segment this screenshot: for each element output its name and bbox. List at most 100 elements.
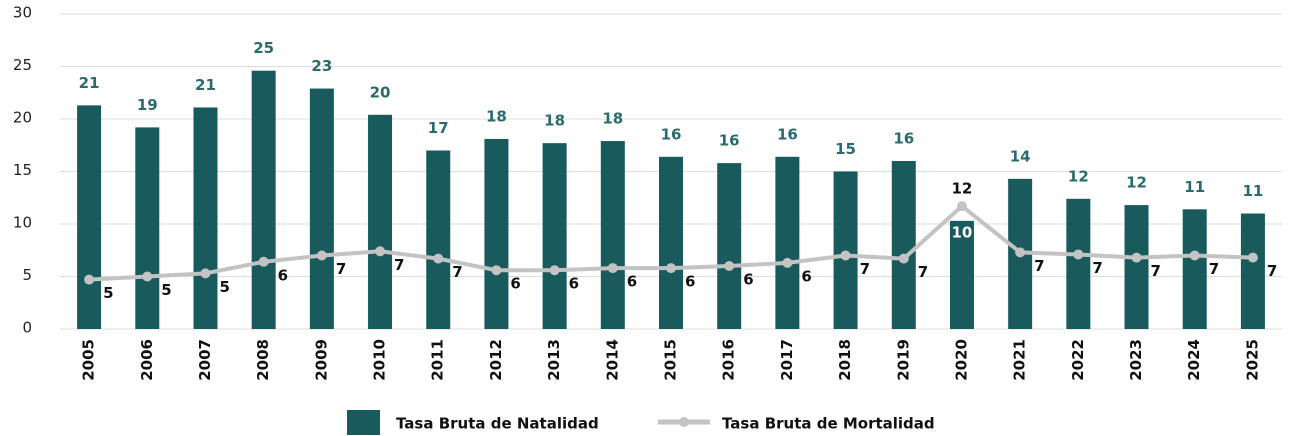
line-value-label: 6 — [801, 267, 811, 285]
line-value-label: 7 — [1267, 262, 1277, 280]
legend-label: Tasa Bruta de Mortalidad — [722, 415, 935, 433]
x-tick-label: 2014 — [603, 339, 621, 381]
bar — [891, 161, 916, 329]
bar — [1124, 205, 1149, 329]
line-value-label: 7 — [452, 263, 462, 281]
line-value-label: 6 — [743, 271, 753, 289]
bar — [600, 141, 625, 329]
bar — [542, 143, 567, 329]
bar-value-label: 12 — [1068, 167, 1089, 185]
bar — [1182, 209, 1207, 329]
line-value-label: 7 — [1092, 259, 1102, 277]
x-tick-label: 2006 — [138, 339, 156, 381]
bar-value-label: 16 — [893, 130, 914, 148]
line-value-label: 5 — [103, 284, 113, 302]
line-value-label: 5 — [219, 278, 229, 296]
x-tick-label: 2020 — [952, 339, 970, 381]
bar — [775, 156, 800, 329]
x-tick-label: 2007 — [196, 339, 214, 381]
bar-value-label: 16 — [719, 132, 740, 150]
legend-label: Tasa Bruta de Natalidad — [396, 415, 599, 433]
line-point — [433, 253, 444, 264]
line-value-label: 7 — [918, 263, 928, 281]
line-point — [200, 268, 211, 279]
line-value-label: 6 — [510, 275, 520, 293]
y-tick-label: 15 — [13, 161, 32, 179]
line-point — [666, 263, 676, 274]
y-tick-label: 10 — [13, 214, 32, 232]
bar-value-label: 11 — [1242, 182, 1263, 200]
line-point — [316, 250, 327, 261]
x-tick-label: 2023 — [1127, 339, 1145, 381]
x-tick-label: 2015 — [662, 339, 680, 381]
bar-value-label: 12 — [1126, 174, 1147, 192]
x-tick-label: 2016 — [720, 339, 738, 381]
bar-value-label: 20 — [370, 83, 391, 101]
bar-value-label: 14 — [1010, 147, 1031, 165]
x-tick-label: 2024 — [1185, 339, 1203, 381]
line-point — [1131, 252, 1142, 263]
x-tick-label: 2019 — [894, 339, 912, 381]
bar-value-label: 23 — [311, 57, 332, 75]
line-point — [956, 201, 967, 212]
line-point — [782, 257, 793, 268]
line-point — [142, 271, 153, 282]
line-value-label: 7 — [1034, 257, 1044, 275]
x-tick-label: 2005 — [80, 339, 98, 381]
bar — [1240, 213, 1265, 329]
line-point — [1189, 250, 1200, 261]
bar — [484, 138, 509, 329]
bar-value-label: 16 — [661, 125, 682, 143]
line-point — [898, 253, 909, 264]
line-value-label: 6 — [569, 275, 579, 293]
line-point — [491, 265, 502, 276]
y-tick-label: 20 — [13, 109, 32, 127]
line-value-label: 7 — [1209, 260, 1219, 278]
x-tick-label: 2011 — [429, 339, 447, 381]
bar — [659, 156, 683, 329]
line-point — [549, 265, 560, 276]
y-tick-label: 0 — [22, 319, 32, 337]
line-value-label: 7 — [336, 260, 346, 278]
line-value-label: 6 — [685, 273, 695, 291]
line-point — [84, 274, 95, 285]
line-point — [724, 261, 735, 271]
x-tick-label: 2025 — [1243, 339, 1261, 381]
bar-value-label: 18 — [486, 107, 507, 125]
line-point — [840, 250, 851, 261]
line-point — [375, 246, 386, 257]
line-value-label: 7 — [1151, 262, 1161, 280]
bar-value-label: 10 — [952, 223, 973, 241]
line-point — [1015, 247, 1026, 258]
x-tick-label: 2018 — [836, 339, 854, 381]
line-point — [258, 256, 269, 267]
bar-value-label: 21 — [195, 76, 216, 94]
x-tick-label: 2008 — [254, 339, 272, 381]
bar-value-label: 16 — [777, 125, 798, 143]
line-value-label: 6 — [627, 273, 637, 291]
bar-value-label: 15 — [835, 140, 856, 158]
bar-value-label: 18 — [602, 110, 623, 128]
x-tick-label: 2010 — [371, 339, 389, 381]
line-value-label: 5 — [161, 281, 171, 299]
bar-value-label: 11 — [1184, 178, 1205, 196]
legend-marker — [679, 417, 689, 427]
x-tick-label: 2012 — [487, 339, 505, 381]
bar — [251, 70, 276, 329]
bar-value-label: 21 — [79, 74, 100, 92]
bar — [193, 107, 218, 329]
bar — [77, 105, 102, 329]
line-value-label: 6 — [278, 266, 288, 284]
y-tick-label: 25 — [13, 56, 32, 74]
x-tick-label: 2009 — [312, 339, 330, 381]
bar — [1066, 198, 1091, 329]
bar-value-label: 18 — [544, 112, 565, 130]
y-tick-label: 30 — [13, 4, 32, 22]
y-tick-label: 5 — [22, 266, 32, 284]
line-point — [1247, 252, 1258, 263]
bar-value-label: 17 — [428, 119, 449, 137]
line-value-label: 7 — [860, 260, 870, 278]
bar — [368, 114, 393, 329]
bar — [717, 163, 742, 329]
x-tick-label: 2021 — [1011, 339, 1029, 381]
